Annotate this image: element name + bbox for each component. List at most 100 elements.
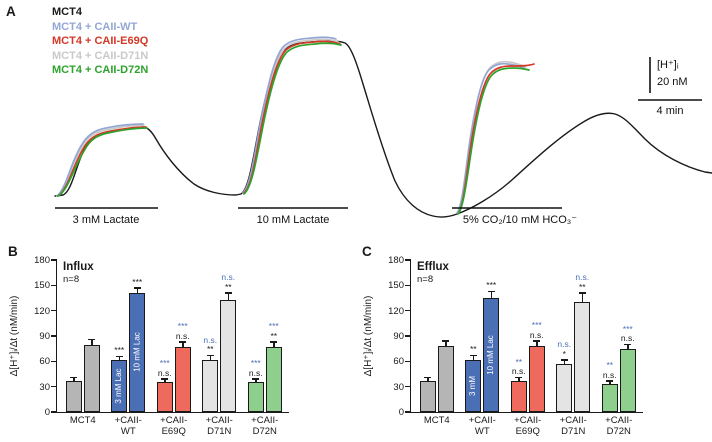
error-bar-cap (206, 354, 214, 357)
error-bar (91, 340, 93, 346)
y-tick (51, 411, 57, 413)
significance-label: ** n.s. (602, 360, 617, 380)
error-bar (581, 293, 583, 303)
y-tick (51, 309, 57, 312)
x-category-label: +CAII- E69Q (514, 415, 542, 437)
significance-label: *** n.s. (248, 358, 263, 378)
influx-title: Influx (63, 261, 94, 273)
error-bar-cap (560, 359, 568, 361)
legend-item-d71n: MCT4 + CAII-D71N (52, 49, 149, 62)
legend-item-mct4: MCT4 (52, 6, 82, 18)
x-category-label: +CAII- D72N (251, 415, 279, 437)
bar (437, 346, 454, 412)
y-tick-label: 60 (393, 356, 404, 368)
y-tick-label: 150 (388, 280, 404, 292)
influx-y-axis-label: Δ[H⁺]ᵢ/Δt (nM/min) (9, 295, 20, 377)
trace-plot: 3 mM Lactate 10 mM Lactate 5% CO₂/10 mM … (54, 36, 712, 226)
significance-label: *** n.s. (157, 358, 172, 378)
error-bar (73, 378, 75, 381)
y-tick (405, 309, 411, 312)
x-category-label: +CAII- D71N (559, 415, 587, 437)
bar (574, 302, 591, 412)
y-tick-label: 30 (39, 381, 50, 393)
error-bar-cap (252, 378, 260, 380)
error-bar-cap (179, 341, 187, 343)
trace-wt-segment-3 (456, 62, 525, 214)
trace-d71n-segment-3 (456, 60, 527, 214)
bar (220, 299, 237, 412)
trace-d72n-segment-2 (243, 42, 342, 195)
efflux-y-axis-label: Δ[H⁺]ᵢ/Δt (nM/min) (363, 295, 374, 377)
scalebar-amount-label: 20 nM (657, 76, 688, 88)
error-bar-cap (487, 290, 495, 293)
bar (265, 346, 282, 412)
bar (556, 363, 573, 412)
significance-label: *** ** (268, 321, 279, 341)
error-bar (490, 292, 492, 298)
error-bar (472, 356, 474, 360)
bar (83, 345, 100, 412)
error-bar-cap (578, 292, 586, 294)
y-tick (51, 360, 57, 362)
y-tick-label: 120 (34, 305, 50, 317)
application-label-3mm-lactate: 3 mM Lactate (73, 214, 140, 226)
trace-wt-segment-2 (242, 36, 337, 194)
y-tick (405, 335, 411, 337)
efflux-n-label: n=8 (417, 274, 434, 285)
significance-label: *** n.s. (529, 320, 544, 340)
x-category-label: +CAII- D71N (205, 415, 233, 437)
bar (156, 382, 173, 412)
x-category-label: +CAII- D72N (605, 415, 633, 437)
y-tick-label: 120 (388, 305, 404, 317)
scalebar-signal-label: [H⁺]ᵢ (657, 59, 679, 71)
x-category-label: +CAII- E69Q (160, 415, 188, 437)
trace-mct4 (54, 40, 712, 218)
y-tick (405, 411, 411, 413)
error-bar-cap (515, 376, 523, 379)
bar-inside-label: 3 mM Lac (114, 368, 124, 404)
bar (174, 346, 191, 412)
error-bar-cap (88, 338, 96, 341)
significance-label: n.s. * (557, 339, 572, 359)
error-bar (609, 381, 611, 385)
bar (247, 382, 264, 412)
trace-legend: MCT4 MCT4 + CAII-WT MCT4 + CAII-E69Q MCT4 +… (52, 5, 148, 78)
error-bar (227, 293, 229, 300)
trace-d72n-segment-1 (57, 127, 148, 197)
bar (528, 346, 545, 412)
error-bar-cap (624, 343, 632, 346)
error-bar (136, 288, 138, 293)
error-bar (164, 379, 166, 383)
panel-a-label: A (6, 4, 16, 19)
bar (202, 359, 219, 412)
bar (483, 298, 500, 412)
error-bar-cap (424, 376, 432, 379)
y-tick-label: 30 (393, 381, 404, 393)
trace-wt-segment-1 (56, 123, 144, 197)
y-tick (51, 259, 57, 261)
y-tick-label: 90 (393, 331, 404, 342)
trace-e69q-segment-1 (57, 126, 147, 197)
bar-inside-label: 10 mM Lac (486, 335, 496, 375)
significance-label: n.s. ** (575, 272, 590, 292)
efflux-chart: Efflux n=8 Δ[H⁺]ᵢ/Δt (nM/min) 0 30 60 90 120… (363, 255, 643, 436)
bar (465, 359, 482, 412)
error-bar-cap (533, 340, 541, 342)
y-tick-label: 90 (39, 331, 50, 342)
influx-chart: Influx n=8 Δ[H⁺]ᵢ/Δt (nM/min) 0 30 60 90 120… (9, 255, 289, 436)
trace-d71n-segment-2 (242, 38, 339, 194)
y-tick-label: 60 (39, 356, 50, 368)
trace-e69q-segment-3 (457, 63, 535, 215)
error-bar (536, 341, 538, 347)
error-bar (209, 356, 211, 360)
error-bar-cap (115, 355, 123, 358)
x-category-label: +CAII- WT (468, 415, 496, 437)
error-bar (563, 360, 565, 364)
y-tick (405, 360, 411, 362)
bar (419, 380, 436, 412)
influx-n-label: n=8 (63, 274, 80, 285)
bar (601, 384, 618, 412)
significance-label: *** n.s. (175, 321, 190, 341)
y-tick-label: 0 (44, 407, 50, 418)
bar (111, 359, 128, 412)
